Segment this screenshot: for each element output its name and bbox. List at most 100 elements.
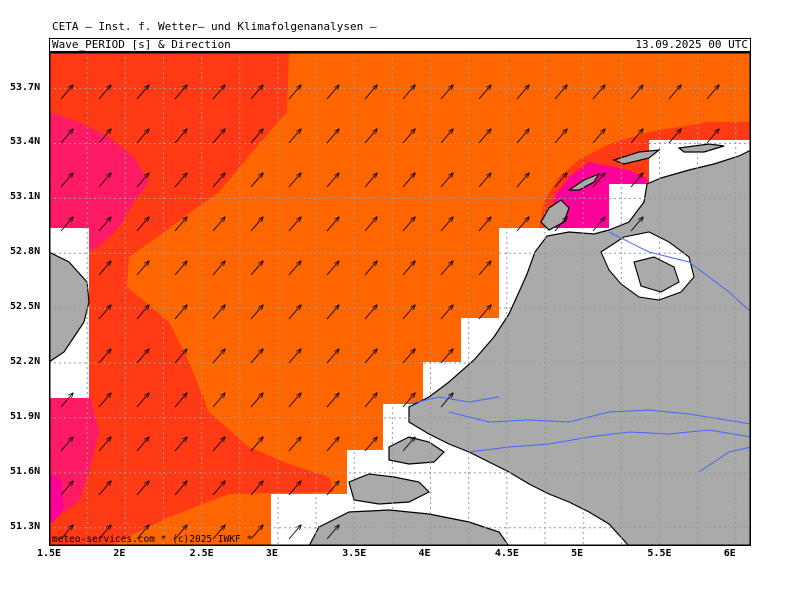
lat-tick-label: 52.8N — [10, 246, 41, 258]
direction-arrow — [288, 437, 301, 452]
direction-arrow — [60, 85, 73, 100]
direction-arrow — [440, 85, 453, 100]
direction-arrow — [440, 305, 453, 320]
direction-arrow — [440, 173, 453, 188]
direction-arrow — [288, 349, 301, 364]
direction-arrow — [60, 525, 73, 540]
direction-arrow — [364, 173, 377, 188]
direction-arrow — [136, 305, 149, 320]
direction-arrow — [440, 129, 453, 144]
direction-arrow — [174, 349, 187, 364]
direction-arrow — [136, 525, 149, 540]
direction-arrow — [668, 129, 681, 144]
direction-arrow — [288, 393, 301, 408]
period-field-low-ne — [549, 162, 649, 230]
direction-arrow — [250, 261, 263, 276]
direction-arrow — [136, 349, 149, 364]
direction-arrow — [326, 349, 339, 364]
period-field-lowest-west — [49, 472, 64, 522]
direction-arrow — [364, 261, 377, 276]
lat-tick-label: 51.9N — [10, 410, 41, 422]
direction-arrow — [516, 85, 529, 100]
direction-arrow — [136, 85, 149, 100]
direction-arrow — [592, 173, 605, 188]
direction-arrow — [98, 261, 111, 276]
direction-arrow — [440, 393, 453, 408]
direction-arrow — [98, 305, 111, 320]
direction-arrow — [98, 525, 111, 540]
direction-arrow — [60, 481, 73, 496]
lon-tick-label: 2.5E — [189, 548, 214, 559]
direction-arrow — [174, 437, 187, 452]
direction-arrow — [98, 349, 111, 364]
direction-arrow — [288, 305, 301, 320]
direction-arrow — [288, 173, 301, 188]
direction-arrow — [326, 217, 339, 232]
direction-arrow — [288, 261, 301, 276]
direction-arrow — [478, 217, 491, 232]
direction-arrow — [250, 129, 263, 144]
direction-arrow — [364, 129, 377, 144]
direction-arrow — [174, 129, 187, 144]
lon-tick-label: 5.5E — [647, 548, 672, 559]
direction-arrow — [250, 305, 263, 320]
direction-arrow — [326, 393, 339, 408]
lon-tick-label: 4E — [418, 548, 431, 559]
direction-arrow — [212, 129, 225, 144]
lat-tick-label: 53.1N — [10, 191, 41, 203]
direction-arrow — [516, 129, 529, 144]
direction-arrow — [706, 85, 719, 100]
rivers — [408, 231, 751, 473]
direction-arrow — [136, 261, 149, 276]
map-panel[interactable]: meteo-services.com * (c)2025 IWKF * — [48, 51, 752, 547]
direction-arrow — [364, 305, 377, 320]
direction-arrow — [250, 85, 263, 100]
direction-arrow — [440, 217, 453, 232]
credit-text: meteo-services.com * (c)2025 IWKF * — [52, 534, 252, 545]
direction-arrow — [174, 481, 187, 496]
lat-tick-label: 53.4N — [10, 136, 41, 148]
direction-arrow — [98, 217, 111, 232]
direction-arrow — [402, 305, 415, 320]
direction-arrow — [402, 129, 415, 144]
chart-title: CETA — Inst. f. Wetter— und Klimafolgena… — [52, 20, 377, 33]
direction-arrow — [250, 217, 263, 232]
direction-arrow — [440, 349, 453, 364]
direction-arrow — [326, 85, 339, 100]
direction-arrow — [250, 349, 263, 364]
field-name: Wave_PERIOD [s] & Direction — [52, 38, 231, 51]
direction-arrow — [630, 85, 643, 100]
direction-arrow — [174, 305, 187, 320]
direction-arrow — [364, 349, 377, 364]
direction-arrow — [630, 173, 643, 188]
direction-arrow — [98, 173, 111, 188]
direction-arrow — [212, 525, 225, 540]
lat-tick-label: 53.7N — [10, 81, 41, 93]
direction-arrow — [326, 261, 339, 276]
direction-arrow — [402, 393, 415, 408]
direction-arrow — [364, 437, 377, 452]
lon-tick-label: 5E — [571, 548, 584, 559]
lon-tick-label: 3.5E — [342, 548, 367, 559]
land-terschelling — [612, 149, 661, 165]
direction-arrow — [402, 173, 415, 188]
direction-arrow — [516, 173, 529, 188]
direction-arrow — [326, 305, 339, 320]
direction-arrow — [250, 525, 263, 540]
land-ameland — [677, 143, 725, 153]
direction-arrow — [440, 261, 453, 276]
direction-arrow — [60, 129, 73, 144]
direction-arrow — [136, 481, 149, 496]
direction-arrow — [212, 393, 225, 408]
direction-arrow — [250, 393, 263, 408]
land-zeeland-mid — [348, 473, 431, 505]
direction-arrow — [326, 129, 339, 144]
direction-arrow — [212, 261, 225, 276]
direction-arrow — [326, 173, 339, 188]
direction-arrow — [364, 393, 377, 408]
direction-arrow — [136, 173, 149, 188]
wave-period-map[interactable]: meteo-services.com * (c)2025 IWKF * — [48, 51, 752, 547]
direction-arrow — [554, 217, 567, 232]
direction-arrow — [98, 437, 111, 452]
direction-arrow — [326, 437, 339, 452]
